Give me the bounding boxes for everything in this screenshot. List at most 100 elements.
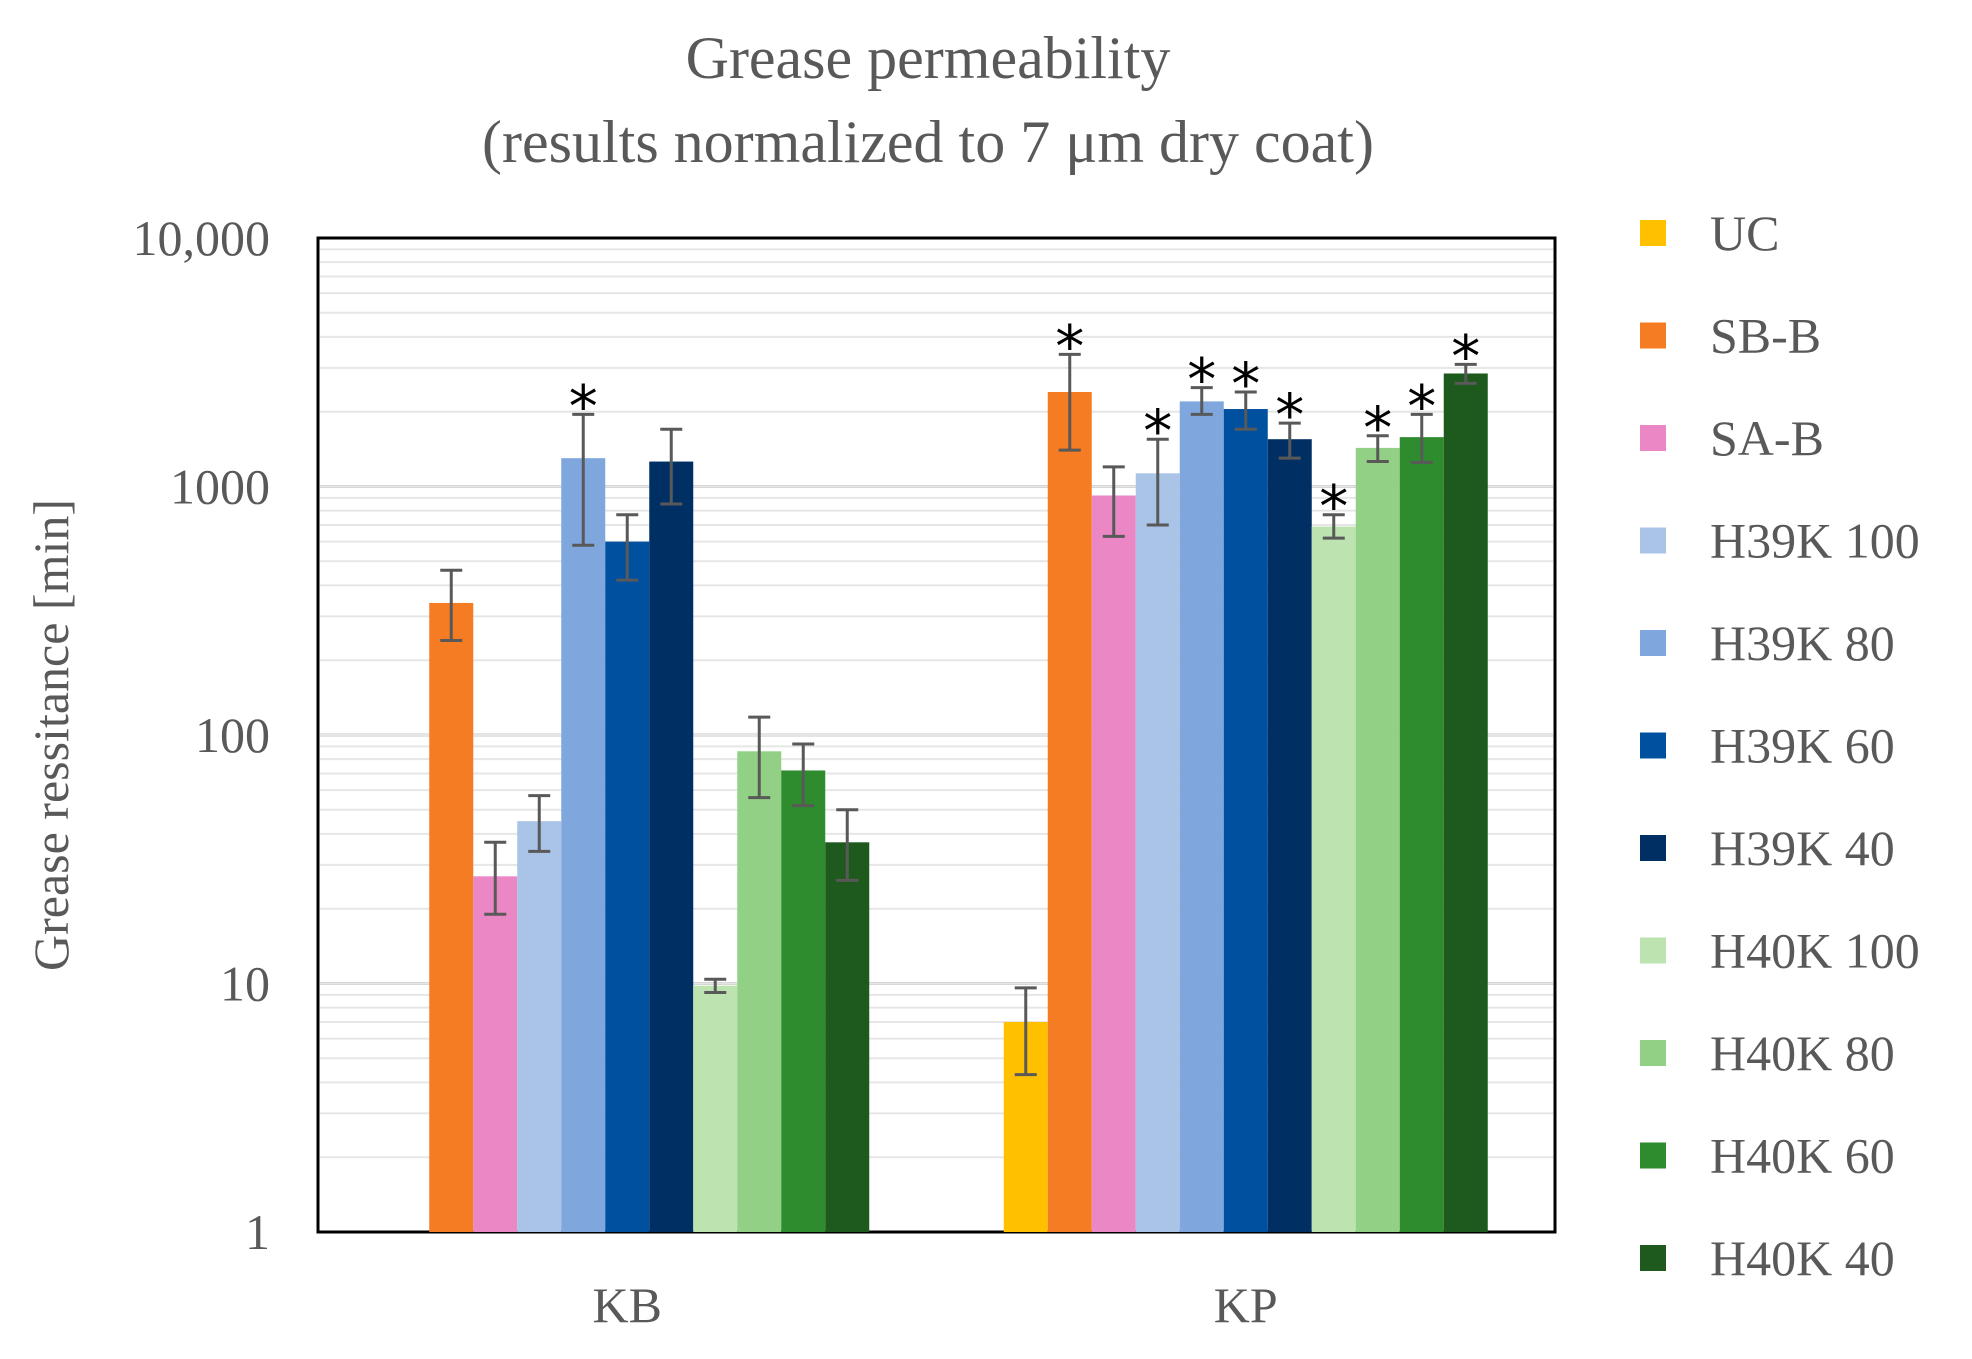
bar-kp-h39k-80 [1179, 401, 1224, 1232]
bar-kp-h40k-100 [1311, 526, 1356, 1232]
legend-swatch [1640, 1245, 1666, 1271]
error-bar [528, 794, 551, 853]
legend-swatch [1640, 527, 1666, 554]
error-bar [1454, 362, 1477, 385]
error-bar [792, 742, 815, 808]
legend-label: H39K 80 [1710, 615, 1895, 671]
error-bar [1366, 434, 1389, 464]
bar-kb-sa-b [473, 876, 518, 1232]
legend-label: H39K 60 [1710, 718, 1895, 774]
error-bar [1234, 390, 1257, 431]
error-bar [616, 513, 639, 582]
y-tick-label: 10 [220, 956, 270, 1012]
significance-star: * [1451, 322, 1480, 390]
chart-title-line-2: (results normalized to 7 μm dry coat) [482, 109, 1374, 175]
bar-kb-h39k-100 [517, 821, 562, 1232]
legend-swatch [1640, 630, 1666, 656]
bar-kb-h39k-60 [605, 541, 650, 1232]
y-tick-label: 1000 [170, 459, 270, 515]
legend-label: H40K 60 [1710, 1128, 1895, 1184]
significance-star: * [1275, 381, 1304, 449]
error-bar [836, 808, 859, 882]
legend-swatch [1640, 835, 1666, 861]
legend-item: H40K 80 [1640, 1025, 1895, 1081]
legend-swatch [1640, 1040, 1666, 1066]
legend-item: H39K 80 [1640, 615, 1895, 671]
legend-swatch [1640, 937, 1666, 964]
significance-star: * [1363, 394, 1392, 462]
bar-kb-h40k-100 [693, 985, 738, 1232]
significance-star: * [1143, 397, 1172, 465]
significance-star: * [1407, 372, 1436, 440]
legend-label: H40K 40 [1710, 1230, 1895, 1286]
bar-kb-h40k-80 [737, 751, 782, 1232]
bar-kp-h39k-40 [1267, 439, 1312, 1232]
legend-swatch [1640, 220, 1666, 246]
x-tick-label: KB [593, 1277, 662, 1333]
bar-kb-h40k-40 [825, 842, 870, 1232]
y-tick-label: 10,000 [133, 210, 271, 266]
bar-kb-h39k-40 [649, 461, 694, 1232]
error-bar [484, 840, 507, 916]
error-bar [1322, 513, 1345, 540]
legend-item: H40K 40 [1640, 1230, 1895, 1286]
y-tick-labels: 1 10 100 1000 10,000 [133, 210, 271, 1260]
legend-swatch [1640, 732, 1666, 759]
legend-item: H40K 100 [1640, 923, 1920, 979]
legend-item: H39K 60 [1640, 718, 1895, 774]
legend-item: UC [1640, 205, 1779, 261]
error-bar [440, 568, 463, 643]
significance-star: * [1055, 312, 1084, 380]
legend: UC SB-B SA-B H39K 100 H39K 80 H39K 60 H39K 40 H… [1640, 205, 1920, 1286]
bar-kp-h39k-60 [1223, 409, 1268, 1232]
legend-item: H39K 100 [1640, 513, 1920, 569]
bar-kb-h40k-60 [781, 770, 826, 1232]
legend-item: SB-B [1640, 308, 1821, 364]
bar-kp-h40k-80 [1355, 447, 1400, 1232]
y-tick-label: 1 [245, 1204, 270, 1260]
error-bar [1146, 437, 1169, 527]
error-bar [660, 427, 683, 506]
legend-label: H40K 80 [1710, 1025, 1895, 1081]
legend-item: SA-B [1640, 410, 1824, 466]
error-bar [572, 412, 595, 547]
legend-item: H40K 60 [1640, 1128, 1895, 1184]
legend-swatch [1640, 322, 1666, 349]
chart-title-line-1: Grease permeability [686, 25, 1171, 91]
error-bar [748, 715, 771, 800]
error-bar [1190, 386, 1213, 416]
error-bars [440, 352, 1477, 1077]
error-bar [1410, 412, 1433, 464]
y-axis-title: Grease ressitance [min] [23, 499, 79, 971]
error-bar [1102, 465, 1125, 538]
legend-label: SB-B [1710, 308, 1821, 364]
error-bar [1014, 986, 1037, 1077]
legend-item: H39K 40 [1640, 820, 1895, 876]
error-bar [704, 977, 727, 994]
bar-kb-h39k-80 [561, 458, 606, 1233]
legend-label: UC [1710, 205, 1779, 261]
bar-kp-h40k-60 [1399, 437, 1444, 1232]
bar-kb-sb-b [429, 602, 474, 1232]
significance-star: * [1231, 350, 1260, 418]
legend-swatch [1640, 425, 1666, 451]
y-tick-label: 100 [195, 707, 270, 763]
bar-kp-sa-b [1091, 495, 1136, 1232]
legend-label: SA-B [1710, 410, 1824, 466]
error-bar [1278, 421, 1301, 460]
x-tick-labels: KB KP [593, 1277, 1278, 1333]
bar-kp-h40k-40 [1443, 373, 1488, 1232]
significance-star: * [569, 372, 598, 440]
significance-markers: **** * *** ** [569, 312, 1481, 540]
error-bar [1058, 352, 1081, 452]
significance-star: * [1187, 346, 1216, 414]
legend-label: H39K 40 [1710, 820, 1895, 876]
legend-label: H39K 100 [1710, 513, 1920, 569]
legend-swatch [1640, 1142, 1666, 1169]
x-tick-label: KP [1214, 1277, 1278, 1333]
significance-star: * [1319, 473, 1348, 541]
bar-kp-h39k-100 [1135, 473, 1180, 1232]
legend-label: H40K 100 [1710, 923, 1920, 979]
bars [429, 373, 1488, 1233]
